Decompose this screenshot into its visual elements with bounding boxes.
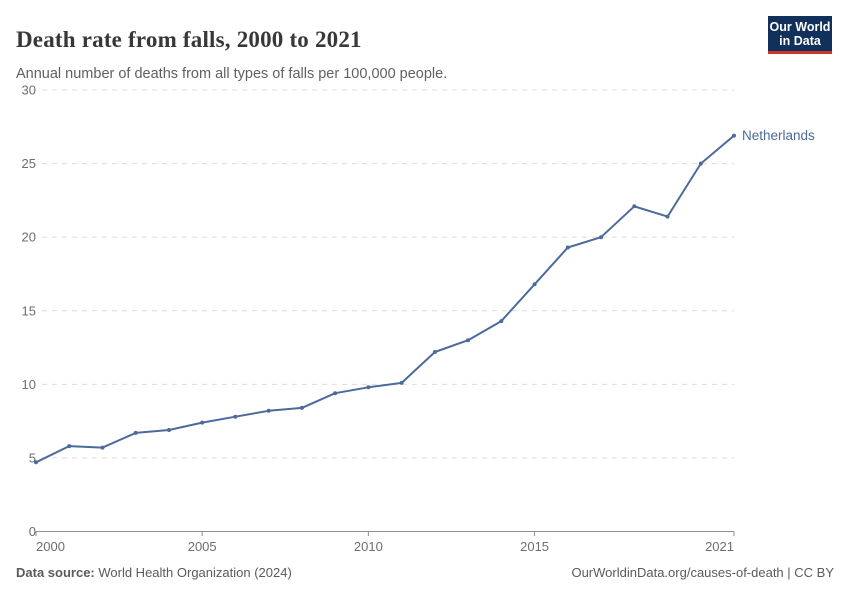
data-source-note: Data source: World Health Organization (… xyxy=(16,565,292,580)
data-point[interactable] xyxy=(632,204,637,209)
data-source-text: World Health Organization (2024) xyxy=(94,565,292,580)
data-point[interactable] xyxy=(233,414,238,419)
chart-title: Death rate from falls, 2000 to 2021 xyxy=(16,27,362,53)
x-axis-label: 2015 xyxy=(520,539,549,554)
x-axis-label: 2010 xyxy=(354,539,383,554)
data-point[interactable] xyxy=(34,460,38,465)
data-point[interactable] xyxy=(67,444,72,449)
data-point[interactable] xyxy=(698,161,703,166)
data-point[interactable] xyxy=(499,319,504,324)
y-axis-label: 5 xyxy=(29,450,36,465)
data-point[interactable] xyxy=(299,405,304,410)
data-point[interactable] xyxy=(432,350,437,354)
data-point[interactable] xyxy=(466,338,471,343)
y-axis-label: 30 xyxy=(22,83,36,98)
data-point[interactable] xyxy=(200,420,205,425)
owid-logo[interactable]: Our World in Data xyxy=(768,16,832,54)
x-axis-label: 2000 xyxy=(36,539,65,554)
chart-subtitle: Annual number of deaths from all types o… xyxy=(16,65,448,82)
data-point[interactable] xyxy=(665,214,670,219)
data-point[interactable] xyxy=(366,385,371,390)
data-source-label: Data source: xyxy=(16,565,95,580)
data-point[interactable] xyxy=(599,235,603,240)
data-line[interactable] xyxy=(35,134,735,464)
data-point[interactable] xyxy=(333,391,338,396)
y-axis-label: 10 xyxy=(22,377,36,392)
series-label[interactable]: Netherlands xyxy=(742,128,815,143)
data-point[interactable] xyxy=(100,445,105,450)
owid-logo-line1: Our World xyxy=(769,20,831,34)
chart-footer: Data source: World Health Organization (… xyxy=(16,565,834,580)
x-axis-label: 2021 xyxy=(705,539,734,554)
data-point[interactable] xyxy=(266,408,271,413)
data-point[interactable] xyxy=(732,133,736,138)
x-axis-label: 2005 xyxy=(188,539,217,554)
y-axis-label: 0 xyxy=(29,524,36,539)
data-point[interactable] xyxy=(167,428,171,432)
data-point[interactable] xyxy=(133,430,138,435)
owid-logo-line2: in Data xyxy=(779,34,821,48)
credit-link[interactable]: OurWorldinData.org/causes-of-death | CC … xyxy=(571,565,834,580)
data-point[interactable] xyxy=(532,282,537,287)
y-axis-label: 20 xyxy=(22,230,36,245)
data-point[interactable] xyxy=(399,380,404,385)
y-axis-label: 15 xyxy=(22,303,36,318)
data-point[interactable] xyxy=(565,245,570,250)
y-axis-label: 25 xyxy=(22,156,36,171)
